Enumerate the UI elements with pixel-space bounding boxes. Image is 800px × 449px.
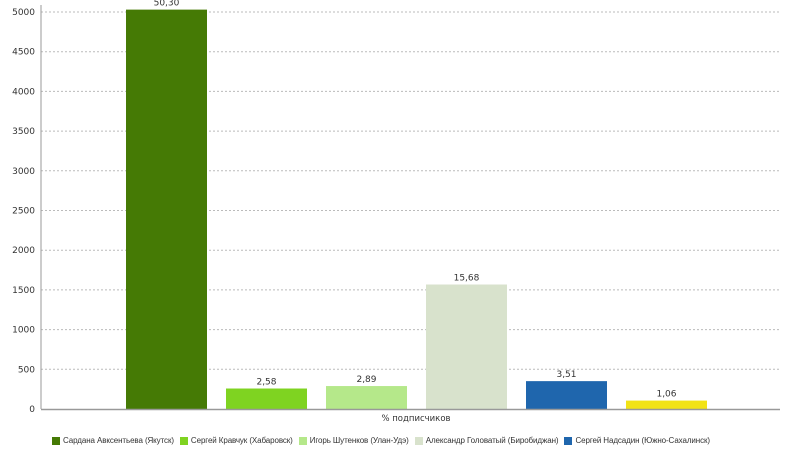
legend-swatch (564, 436, 573, 445)
data-label: 15,68 (454, 274, 480, 284)
legend-label: Сардана Авксентьева (Якутск) (63, 436, 174, 445)
legend-item[interactable]: Александр Головатый (Биробиджан) (414, 436, 559, 445)
y-tick-label: 5000 (12, 8, 35, 18)
y-tick-label: 3500 (12, 127, 35, 137)
legend-swatch (414, 436, 423, 445)
legend-label: Игорь Шутенков (Улан-Удэ) (309, 436, 409, 445)
chart-legend: Сардана Авксентьева (Якутск) Сергей Кравч… (52, 436, 780, 445)
legend-item[interactable]: Игорь Шутенков (Улан-Удэ) (298, 436, 409, 445)
data-label: 2,58 (256, 378, 276, 388)
legend-label: Александр Головатый (Биробиджан) (425, 436, 559, 445)
y-tick-label: 500 (18, 365, 35, 375)
data-label: 2,89 (356, 375, 376, 385)
bar (426, 284, 507, 409)
y-tick-label: 1500 (12, 286, 35, 296)
data-label: 1,06 (656, 390, 676, 400)
y-tick-label: 0 (29, 405, 35, 415)
bar (126, 9, 207, 409)
legend-item[interactable]: Сергей Надсадин (Южно-Сахалинск) (564, 436, 710, 445)
y-tick-label: 2500 (12, 207, 35, 217)
legend-label: Сергей Кравчук (Хабаровск) (190, 436, 293, 445)
x-axis-label: % подписчиков (381, 414, 450, 424)
y-tick-label: 4500 (12, 48, 35, 58)
data-label: 3,51 (556, 370, 576, 380)
y-tick-label: 2000 (12, 246, 35, 256)
legend-swatch (52, 436, 60, 445)
bar (326, 386, 407, 409)
legend-item[interactable]: Сергей Кравчук (Хабаровск) (179, 436, 293, 445)
y-tick-label: 1000 (12, 326, 35, 336)
legend-swatch (179, 436, 188, 445)
bar (226, 388, 307, 409)
y-tick-label: 4000 (12, 87, 35, 97)
y-tick-label: 3000 (12, 167, 35, 177)
legend-item[interactable]: Сардана Авксентьева (Якутск) (52, 436, 174, 445)
legend-label: Сергей Надсадин (Южно-Сахалинск) (575, 436, 710, 445)
data-label: 50,30 (154, 0, 180, 9)
legend-swatch (298, 436, 307, 445)
bar (526, 381, 607, 409)
bar (626, 400, 707, 409)
